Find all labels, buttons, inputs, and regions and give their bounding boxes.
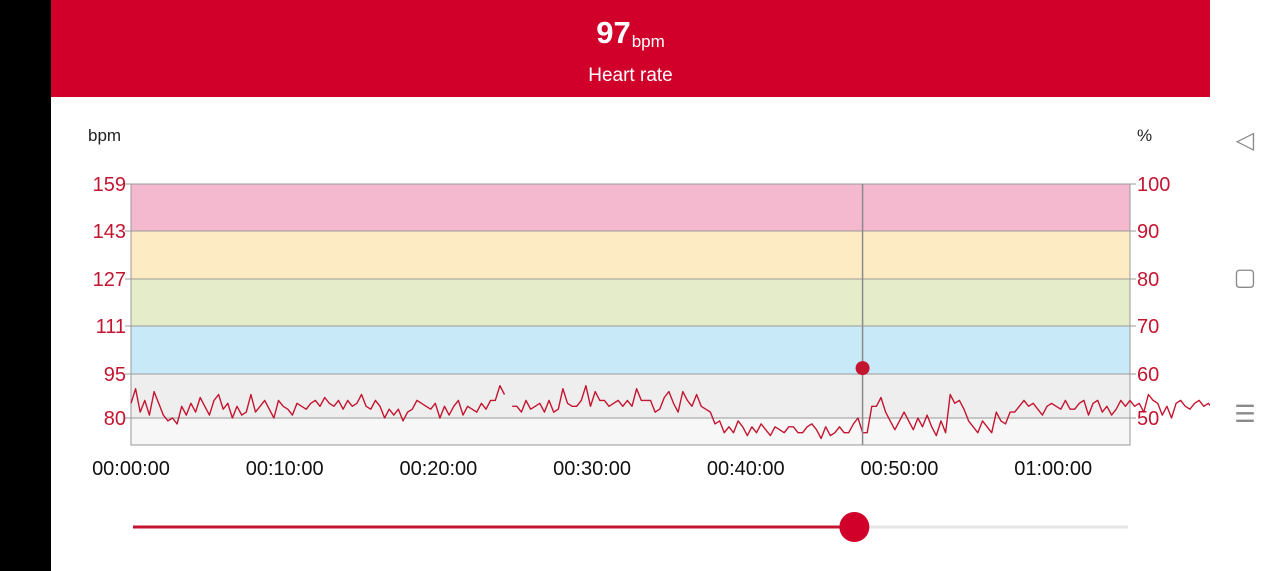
zone-band bbox=[131, 279, 1130, 326]
x-tick-label: 01:00:00 bbox=[1014, 458, 1092, 480]
left-edge-bar bbox=[0, 0, 51, 571]
x-tick-label: 00:40:00 bbox=[707, 458, 785, 480]
y-tick-label-left: 127 bbox=[93, 269, 126, 291]
x-tick-label: 00:50:00 bbox=[861, 458, 939, 480]
heart-rate-header: 97bpm Heart rate bbox=[51, 0, 1210, 97]
zone-band bbox=[131, 231, 1130, 279]
heart-rate-value: 97bpm bbox=[51, 16, 1210, 55]
y-tick-label-left: 143 bbox=[93, 221, 126, 243]
heart-rate-number: 97 bbox=[596, 15, 631, 50]
x-tick-label: 00:20:00 bbox=[399, 458, 477, 480]
zone-band bbox=[131, 326, 1130, 374]
y-tick-label-left: 159 bbox=[93, 174, 126, 196]
y-axis-unit-left: bpm bbox=[88, 126, 121, 145]
heart-rate-chart: bpm % 159 143 127 111 95 80 100 90 80 70 60 50 00:… bbox=[88, 126, 1210, 542]
y-ticks-left: 159 143 127 111 95 80 bbox=[93, 174, 131, 430]
y-tick-label-left: 111 bbox=[96, 316, 126, 338]
menu-lines-icon[interactable]: ☰ bbox=[1234, 401, 1256, 428]
cursor-dot bbox=[855, 361, 870, 376]
x-tick-label: 00:10:00 bbox=[246, 458, 324, 480]
heart-rate-unit: bpm bbox=[631, 32, 665, 51]
playback-thumb[interactable] bbox=[839, 512, 870, 542]
back-triangle-icon[interactable]: ◁ bbox=[1235, 127, 1255, 154]
y-tick-label-right: 100 bbox=[1137, 174, 1170, 196]
heart-rate-zones bbox=[131, 184, 1130, 445]
y-tick-label-left: 95 bbox=[104, 364, 126, 386]
y-tick-label-right: 90 bbox=[1137, 221, 1159, 243]
zone-band bbox=[131, 418, 1130, 445]
x-ticks: 00:00:00 00:10:00 00:20:00 00:30:00 00:40:00… bbox=[92, 458, 1092, 480]
heart-rate-series bbox=[130, 385, 1210, 440]
y-ticks-right: 100 90 80 70 60 50 bbox=[1130, 174, 1170, 430]
y-tick-label-right: 80 bbox=[1137, 269, 1159, 291]
heart-rate-line bbox=[130, 385, 1210, 440]
y-tick-label-right: 50 bbox=[1137, 408, 1159, 430]
x-tick-label: 00:00:00 bbox=[92, 458, 170, 480]
y-tick-label-right: 60 bbox=[1137, 364, 1159, 386]
zone-band bbox=[131, 184, 1130, 231]
plot-border bbox=[130, 183, 1131, 446]
heart-rate-label: Heart rate bbox=[588, 65, 673, 86]
y-tick-label-left: 80 bbox=[104, 408, 126, 430]
zone-band bbox=[131, 374, 1130, 418]
home-square-icon[interactable]: ▢ bbox=[1233, 264, 1257, 291]
x-tick-label: 00:30:00 bbox=[553, 458, 631, 480]
zone-gridlines bbox=[130, 183, 1131, 446]
y-axis-unit-right: % bbox=[1137, 126, 1152, 145]
system-nav-bar bbox=[1210, 0, 1280, 571]
y-tick-label-right: 70 bbox=[1137, 316, 1159, 338]
